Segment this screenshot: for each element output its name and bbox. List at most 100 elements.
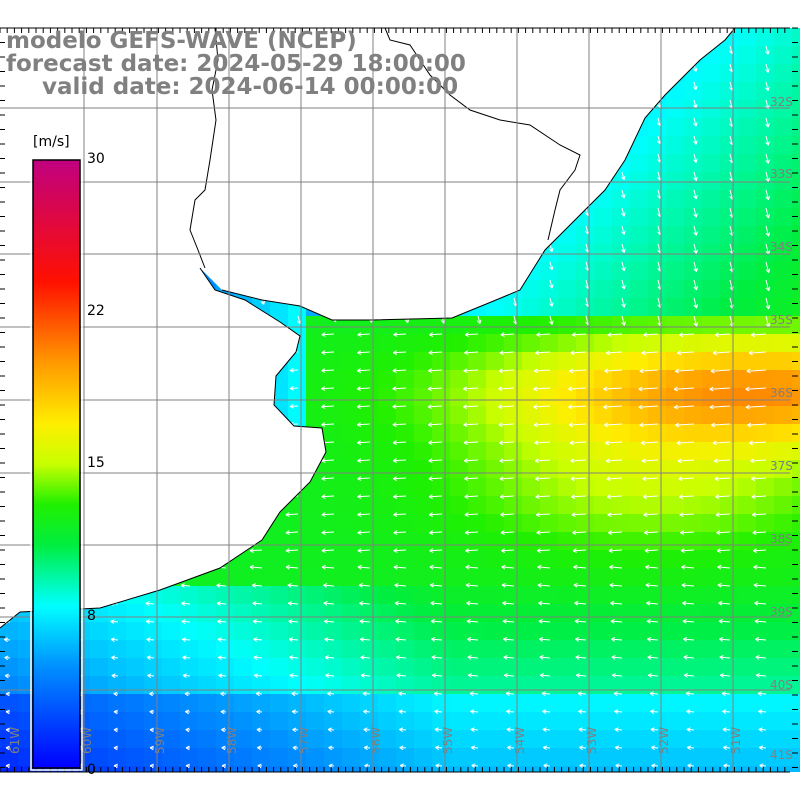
field-cell [324, 514, 343, 533]
wind-arrow [392, 368, 407, 373]
field-cell [720, 388, 739, 407]
wind-arrow [499, 458, 515, 464]
field-cell [180, 640, 199, 659]
field-cell [378, 712, 397, 731]
field-cell [162, 676, 181, 695]
wind-arrow [359, 619, 371, 624]
wind-arrow [569, 440, 587, 446]
wind-arrow [113, 691, 119, 697]
field-cell [522, 586, 541, 605]
wind-arrow [542, 709, 551, 714]
field-cell [486, 370, 505, 389]
field-cell [522, 730, 541, 749]
field-cell [180, 694, 199, 713]
wind-arrow [621, 261, 626, 272]
field-cell [270, 604, 289, 623]
wind-arrow [253, 655, 263, 660]
field-cell [702, 262, 721, 281]
field-cell [342, 352, 361, 371]
wind-arrow [606, 494, 623, 500]
wind-arrow [253, 637, 263, 642]
field-cell [180, 730, 199, 749]
field-cell [216, 748, 235, 767]
wind-arrow [285, 564, 299, 570]
wind-arrow [113, 745, 119, 751]
lat-label: 34S [770, 240, 793, 254]
field-cell [648, 172, 667, 191]
wind-arrow [765, 297, 771, 310]
field-cell [504, 496, 523, 515]
field-cell [612, 406, 631, 425]
wind-arrow [615, 763, 623, 769]
field-cell [504, 388, 523, 407]
field-cell [324, 766, 343, 772]
lon-label: 59W [153, 727, 167, 754]
field-cell [0, 658, 19, 677]
field-cell [324, 730, 343, 749]
field-cell [432, 766, 451, 772]
field-cell [684, 496, 703, 515]
wind-arrow [715, 512, 731, 518]
field-cell [666, 694, 685, 713]
wind-arrow [613, 691, 623, 696]
field-cell [684, 424, 703, 443]
field-cell [342, 550, 361, 569]
field-cell [684, 586, 703, 605]
field-cell [468, 424, 487, 443]
wind-arrow [5, 727, 11, 733]
wind-arrow [709, 404, 731, 410]
field-cell [774, 262, 793, 281]
wind-arrow [467, 637, 479, 642]
field-cell [360, 604, 379, 623]
field-cell [630, 586, 649, 605]
field-cell [432, 352, 451, 371]
field-cell [594, 730, 613, 749]
wind-arrow [498, 404, 515, 410]
field-cell [738, 550, 757, 569]
wind-arrow [752, 548, 767, 553]
field-cell [612, 478, 631, 497]
field-cell [342, 676, 361, 695]
wind-arrow [428, 458, 443, 463]
field-cell [144, 658, 163, 677]
wind-arrow [610, 618, 623, 624]
field-cell [486, 316, 505, 335]
field-cell [468, 766, 487, 772]
wind-arrow [603, 404, 623, 410]
field-cell [720, 568, 739, 587]
field-cell [270, 640, 289, 659]
field-cell [324, 586, 343, 605]
field-cell [450, 766, 469, 772]
field-cell [342, 586, 361, 605]
field-cell [702, 334, 721, 353]
field-cell [738, 154, 757, 173]
field-cell [486, 388, 505, 407]
field-cell [396, 550, 415, 569]
wind-arrow [605, 350, 623, 356]
field-cell [756, 298, 775, 317]
field-cell [504, 604, 523, 623]
field-cell [378, 694, 397, 713]
wind-arrow [358, 582, 371, 588]
field-cell [738, 532, 757, 551]
wind-arrow [533, 386, 551, 392]
field-cell [324, 658, 343, 677]
field-cell [414, 496, 433, 515]
wind-arrow [609, 582, 623, 588]
field-cell [648, 190, 667, 209]
wind-arrow [217, 619, 227, 624]
field-cell [774, 280, 793, 299]
field-cell [648, 424, 667, 443]
field-cell [486, 442, 505, 461]
field-cell [612, 532, 631, 551]
field-cell [450, 316, 469, 335]
field-cell [648, 370, 667, 389]
wind-arrow [285, 530, 299, 535]
wind-arrow [765, 261, 771, 273]
field-cell [360, 532, 379, 551]
wind-arrow [621, 207, 626, 217]
field-cell [126, 676, 145, 695]
field-cell [450, 424, 469, 443]
field-cell [630, 244, 649, 263]
wind-arrow [539, 655, 551, 660]
